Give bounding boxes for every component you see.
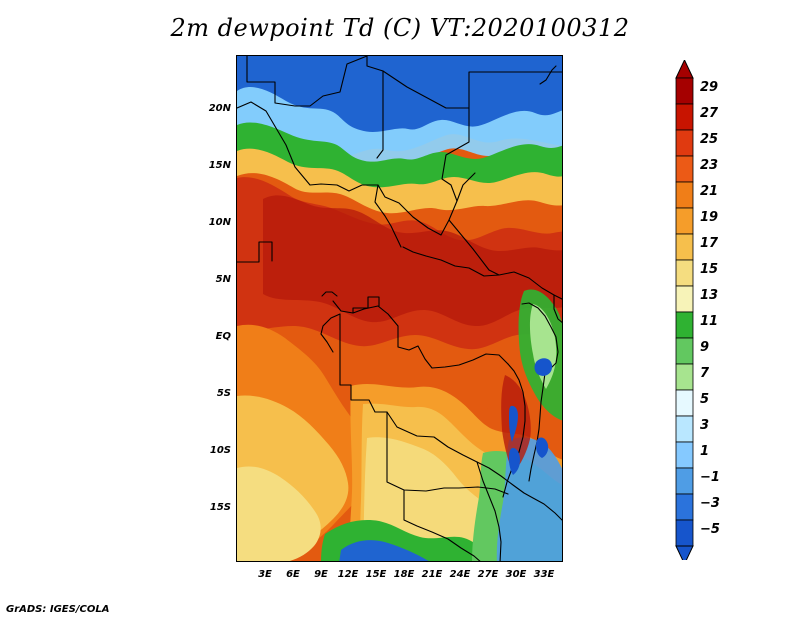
x-axis-tick-label: 33E bbox=[533, 569, 555, 580]
colorbar-cell bbox=[675, 181, 694, 209]
colorbar-label: −5 bbox=[700, 522, 720, 537]
colorbar-top-arrow bbox=[675, 60, 694, 79]
colorbar-label: 5 bbox=[700, 392, 709, 407]
colorbar-cell bbox=[675, 415, 694, 443]
x-axis-tick-label: 21E bbox=[421, 569, 443, 580]
border-east-edge bbox=[553, 294, 562, 324]
y-axis-tick-label: 10S bbox=[209, 445, 231, 456]
border-drc-east bbox=[502, 363, 526, 498]
colorbar-label: 17 bbox=[700, 236, 719, 251]
dewpoint-colorbar: 29 27 25 23 21 19 17 15 13 11 9 7 5 3 1 −1 −3 −5 bbox=[675, 60, 720, 560]
colorbar-cell bbox=[675, 467, 694, 495]
colorbar-labels: 29 27 25 23 21 19 17 15 13 11 9 7 5 3 1 −1 −3 −5 bbox=[700, 80, 720, 537]
y-axis-tick-label: 15S bbox=[209, 502, 231, 513]
border-zambia-tanzania bbox=[476, 461, 502, 561]
x-axis-tick-label: 6E bbox=[286, 569, 300, 580]
colorbar-label: 11 bbox=[700, 314, 718, 329]
colorbar-cell bbox=[675, 259, 694, 287]
colorbar-cell bbox=[675, 207, 694, 235]
colorbar-label: 3 bbox=[700, 418, 709, 433]
colorbar-cell bbox=[675, 129, 694, 157]
border-nile-delta bbox=[539, 65, 557, 85]
lake-victoria bbox=[534, 358, 553, 376]
colorbar-bottom-arrow bbox=[675, 545, 694, 560]
x-axis-tick-label: 12E bbox=[337, 569, 359, 580]
colorbar-cell bbox=[675, 519, 694, 547]
x-axis-tick-label: 30E bbox=[505, 569, 527, 580]
lake-malawi-north bbox=[536, 437, 549, 458]
colorbar-label: 13 bbox=[700, 288, 718, 303]
x-axis-tick-label: 15E bbox=[365, 569, 387, 580]
colorbar-label: 15 bbox=[700, 262, 718, 277]
x-axis-tick-label: 9E bbox=[314, 569, 328, 580]
border-angola-drc-zambia bbox=[339, 313, 562, 521]
border-bioko bbox=[321, 291, 338, 297]
colorbar-label: 23 bbox=[700, 158, 718, 173]
lake-mweru bbox=[509, 448, 520, 475]
colorbar-label: 9 bbox=[700, 340, 709, 355]
colorbar-label: 27 bbox=[700, 106, 719, 121]
colorbar-label: 19 bbox=[700, 210, 718, 225]
border-congo-drc bbox=[397, 325, 509, 369]
border-angola-zambia bbox=[386, 411, 509, 495]
dewpoint-map bbox=[236, 55, 563, 562]
colorbar-cell bbox=[675, 363, 694, 391]
colorbar-label: 25 bbox=[700, 132, 718, 147]
border-car-sudan bbox=[448, 219, 562, 300]
colorbar-cells bbox=[675, 60, 694, 560]
y-axis-tick-label: 10N bbox=[208, 217, 231, 228]
y-axis-tick-label: 5N bbox=[215, 274, 231, 285]
colorbar-label: −3 bbox=[700, 496, 720, 511]
southwest-pale-yellow bbox=[237, 466, 321, 561]
x-axis-tick-label: 27E bbox=[477, 569, 499, 580]
colorbar-cell bbox=[675, 233, 694, 261]
border-rwanda-burundi-tanzania bbox=[528, 372, 546, 482]
x-axis-tick-label: 18E bbox=[393, 569, 415, 580]
colorbar-cell bbox=[675, 311, 694, 339]
colorbar-label: −1 bbox=[700, 470, 720, 485]
border-uganda bbox=[521, 302, 559, 374]
border-car-drc bbox=[402, 246, 500, 277]
border-west-africa bbox=[237, 101, 379, 192]
lake-tanganyika bbox=[509, 405, 518, 442]
colorbar-cell bbox=[675, 493, 694, 521]
colorbar-label: 1 bbox=[700, 444, 709, 459]
border-sudan-south bbox=[441, 178, 458, 202]
colorbar-cell bbox=[675, 103, 694, 131]
border-chad-car bbox=[377, 172, 476, 236]
map-title: 2m dewpoint Td (C) VT:2020100312 bbox=[170, 14, 630, 42]
border-cameroon-chad bbox=[374, 184, 402, 248]
border-north-east bbox=[382, 70, 562, 109]
border-equatorial-guinea bbox=[352, 296, 380, 314]
colorbar-label: 21 bbox=[700, 184, 718, 199]
x-axis-tick-label: 24E bbox=[449, 569, 471, 580]
hot-interior-core bbox=[263, 195, 562, 327]
border-gabon-coast bbox=[320, 313, 341, 353]
border-gulf-coast bbox=[237, 241, 273, 263]
colorbar-cell bbox=[675, 441, 694, 469]
country-borders bbox=[237, 56, 562, 561]
y-axis-tick-label: 15N bbox=[208, 160, 231, 171]
colorbar-cell bbox=[675, 389, 694, 417]
colorbar-label: 7 bbox=[700, 366, 710, 381]
y-axis-tick-label: EQ bbox=[215, 331, 231, 342]
colorbar-cell bbox=[675, 285, 694, 313]
colorbar-label: 29 bbox=[700, 80, 718, 95]
border-northwest bbox=[246, 56, 368, 107]
colorbar-cell bbox=[675, 77, 694, 105]
southern-blue-region bbox=[339, 540, 429, 561]
border-zambia-southwest bbox=[403, 489, 481, 561]
y-axis-tick-label: 20N bbox=[208, 103, 231, 114]
grads-credit: GrADS: IGES/COLA bbox=[6, 604, 110, 615]
colorbar-cell bbox=[675, 337, 694, 365]
border-chad-sudan bbox=[441, 107, 470, 180]
y-axis-tick-label: 5S bbox=[216, 388, 231, 399]
colorbar-cell bbox=[675, 155, 694, 183]
x-axis-tick-label: 3E bbox=[258, 569, 272, 580]
border-gabon-congo bbox=[332, 300, 399, 327]
